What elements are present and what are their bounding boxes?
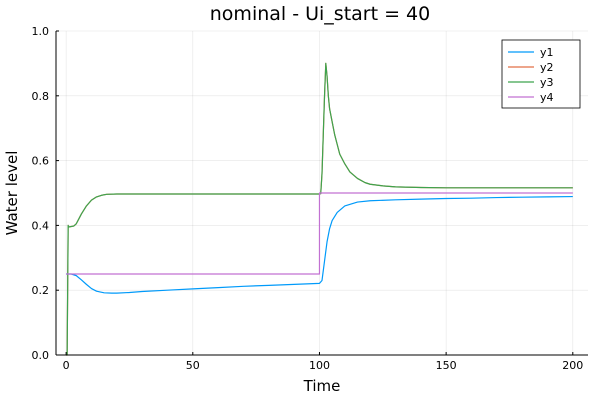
y-tick-label: 0.0 [32, 349, 50, 362]
series-group [66, 62, 573, 356]
x-tick-label: 150 [436, 359, 457, 372]
y-tick-label: 0.4 [32, 219, 50, 232]
legend-label-y2: y2 [540, 61, 554, 74]
legend: y1 y2 y3 y4 [501, 39, 581, 109]
y-tick-label: 0.2 [32, 284, 50, 297]
y-axis-title: Water level [3, 151, 21, 236]
legend-label-y3: y3 [540, 76, 554, 89]
legend-label-y4: y4 [540, 91, 554, 104]
y-tick-label: 0.8 [32, 90, 50, 103]
series-line-y1 [66, 195, 573, 294]
series-line-y4 [66, 192, 573, 275]
x-tick-label: 0 [63, 359, 70, 372]
legend-label-y1: y1 [540, 46, 554, 59]
x-axis-title: Time [303, 377, 341, 395]
y-ticks: 0.0 0.2 0.4 0.6 0.8 1.0 [32, 25, 59, 362]
x-tick-label: 50 [186, 359, 200, 372]
y-tick-label: 1.0 [32, 25, 50, 38]
chart-title: nominal - Ui_start = 40 [210, 3, 430, 25]
x-tick-label: 100 [309, 359, 330, 372]
series-line-y3 [66, 62, 573, 356]
x-tick-label: 200 [562, 359, 583, 372]
x-ticks: 0 50 100 150 200 [63, 352, 583, 372]
y-tick-label: 0.6 [32, 155, 50, 168]
